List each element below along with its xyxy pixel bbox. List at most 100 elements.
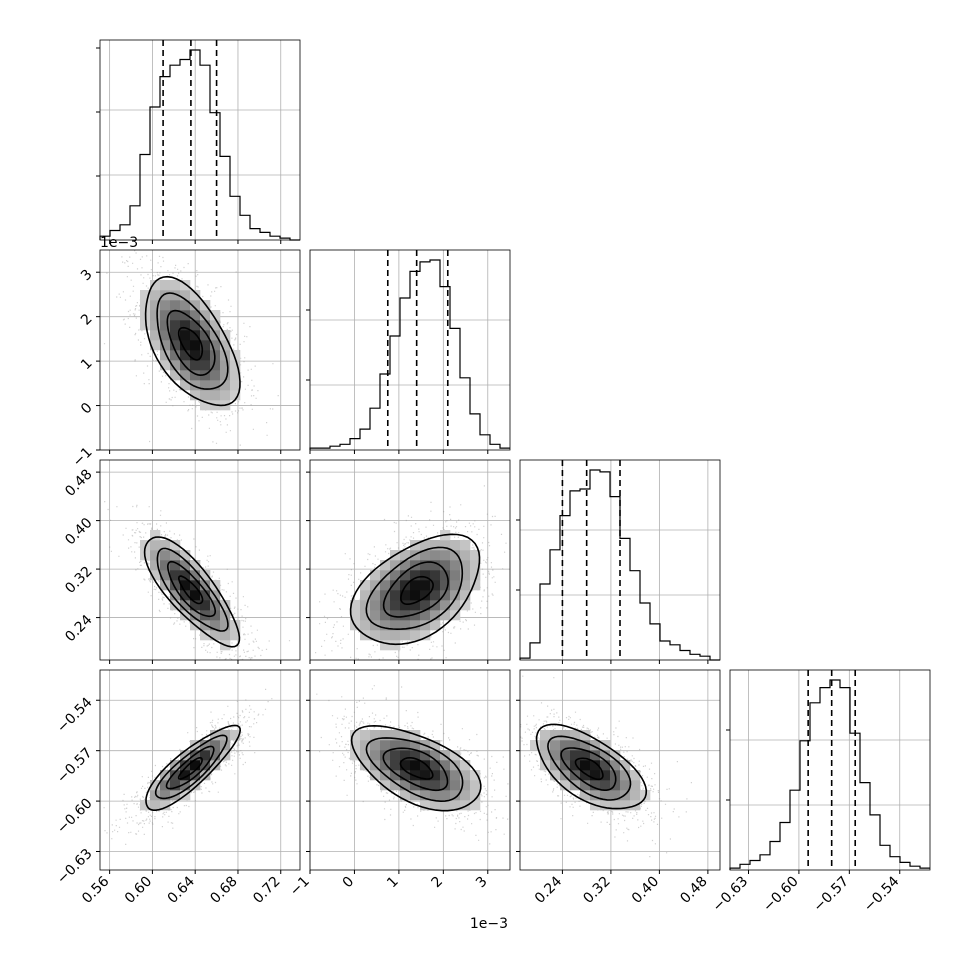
density-cell bbox=[230, 390, 241, 401]
density-cell bbox=[220, 600, 231, 611]
density-cell bbox=[380, 780, 391, 791]
density-cell bbox=[220, 630, 231, 641]
contour-line bbox=[349, 533, 481, 646]
density-cell bbox=[210, 380, 221, 391]
density-cell bbox=[170, 310, 181, 321]
density-cell bbox=[430, 550, 441, 561]
density-cell bbox=[620, 770, 631, 781]
density-cell bbox=[570, 740, 581, 751]
density-cell bbox=[420, 760, 431, 771]
density-cell bbox=[200, 740, 211, 751]
panel-frame bbox=[99, 459, 301, 661]
density-cell bbox=[430, 610, 441, 621]
density-cell bbox=[230, 630, 241, 641]
density-cell bbox=[580, 780, 591, 791]
density-cell bbox=[400, 560, 411, 571]
contour-line bbox=[400, 575, 434, 605]
density-cell bbox=[460, 540, 471, 551]
density-cell bbox=[350, 730, 361, 741]
density-cell bbox=[410, 590, 421, 601]
x-tick-label: 0.64 bbox=[165, 873, 198, 906]
y-tick-label: 0.40 bbox=[62, 515, 95, 548]
density-cell bbox=[420, 780, 431, 791]
density-cell bbox=[470, 580, 481, 591]
density-cell bbox=[210, 370, 221, 381]
x-tick-label: 3 bbox=[473, 874, 491, 892]
pair-panel-3-2: 0.24 0.32 0.40 0.48 bbox=[516, 669, 721, 907]
contour-line bbox=[154, 734, 228, 800]
scatter-points bbox=[310, 685, 509, 845]
density-cell bbox=[190, 600, 201, 611]
density-cell bbox=[440, 760, 451, 771]
density-cell bbox=[190, 740, 201, 751]
density-cell bbox=[570, 730, 581, 741]
density-cell bbox=[420, 550, 431, 561]
density-cell bbox=[150, 780, 161, 791]
density-cell bbox=[560, 750, 571, 761]
contour-line bbox=[156, 292, 229, 390]
density-cell bbox=[400, 730, 411, 741]
density-cell bbox=[580, 760, 591, 771]
density-cell bbox=[370, 590, 381, 601]
density-cell bbox=[210, 740, 221, 751]
density-cell bbox=[390, 630, 401, 641]
density-cell bbox=[220, 340, 231, 351]
density-cell bbox=[160, 290, 171, 301]
density-cell bbox=[590, 760, 601, 771]
density-cell bbox=[440, 560, 451, 571]
density-cell bbox=[390, 560, 401, 571]
density-cell bbox=[470, 790, 481, 801]
density-cell bbox=[410, 610, 421, 621]
x-tick-label: −0.57 bbox=[811, 874, 853, 916]
density-cell bbox=[470, 560, 481, 571]
density-cell bbox=[600, 760, 611, 771]
density-cell bbox=[430, 580, 441, 591]
density-cell bbox=[400, 580, 411, 591]
density-cell bbox=[400, 570, 411, 581]
density-cell bbox=[570, 760, 581, 771]
density-cell bbox=[420, 790, 431, 801]
density-cell bbox=[350, 740, 361, 751]
density-cell bbox=[170, 560, 181, 571]
density-cell bbox=[150, 330, 161, 341]
density-cell bbox=[170, 590, 181, 601]
density-cell bbox=[190, 300, 201, 311]
density-cell bbox=[190, 580, 201, 591]
density-cell bbox=[170, 550, 181, 561]
density-cell bbox=[370, 750, 381, 761]
density-cell bbox=[580, 770, 591, 781]
density-cell bbox=[610, 800, 621, 811]
marginal-panel-1 bbox=[306, 249, 511, 454]
density-cell bbox=[170, 330, 181, 341]
density-cell bbox=[370, 580, 381, 591]
density-cell bbox=[170, 320, 181, 331]
density-cell bbox=[380, 730, 391, 741]
density-cell bbox=[550, 750, 561, 761]
density-cell bbox=[400, 610, 411, 621]
x-tick-label: −1 bbox=[287, 874, 313, 900]
density-cell bbox=[400, 790, 411, 801]
density-cell bbox=[430, 560, 441, 571]
density-cell bbox=[170, 780, 181, 791]
density-cell bbox=[430, 790, 441, 801]
density-cell bbox=[400, 620, 411, 631]
density-cell bbox=[390, 590, 401, 601]
density-cell bbox=[150, 340, 161, 351]
density-cell bbox=[590, 740, 601, 751]
density-cell bbox=[190, 360, 201, 371]
x-tick-label: 0.72 bbox=[250, 874, 283, 907]
density-cell bbox=[180, 300, 191, 311]
density-cell bbox=[360, 590, 371, 601]
density-cell bbox=[410, 620, 421, 631]
density-cell bbox=[200, 580, 211, 591]
density-cell bbox=[210, 330, 221, 341]
density-cell bbox=[460, 590, 471, 601]
pair-content bbox=[315, 485, 510, 660]
density-cell bbox=[230, 730, 241, 741]
density-cell bbox=[150, 800, 161, 811]
density-cell bbox=[150, 540, 161, 551]
density-cell bbox=[400, 550, 411, 561]
y-tick-label: 2 bbox=[78, 311, 96, 329]
density-cell bbox=[180, 370, 191, 381]
